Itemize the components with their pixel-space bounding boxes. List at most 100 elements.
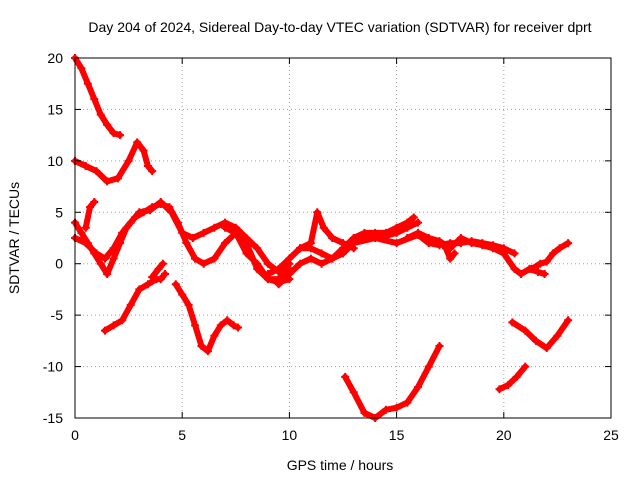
data-point <box>156 198 165 206</box>
data-point <box>210 254 219 263</box>
y-tick-label: -10 <box>43 359 63 375</box>
data-point <box>534 267 543 276</box>
data-point <box>313 208 322 217</box>
data-point <box>191 321 200 330</box>
data-point <box>171 280 180 289</box>
series-arc-14 <box>527 239 573 273</box>
data-point <box>154 264 163 273</box>
data-point <box>424 234 433 242</box>
data-point <box>508 318 517 327</box>
data-point <box>435 342 444 350</box>
data-point <box>285 254 294 263</box>
data-point <box>306 239 315 248</box>
data-point <box>135 285 144 294</box>
data-point <box>146 206 155 215</box>
data-point <box>135 208 144 217</box>
data-point <box>133 138 142 147</box>
data-point <box>403 234 412 242</box>
data-point <box>126 300 135 309</box>
y-tick-label: -5 <box>51 307 64 323</box>
series-arc-12 <box>349 230 519 258</box>
data-point <box>441 244 450 253</box>
data-point <box>216 321 225 330</box>
data-point <box>109 254 118 263</box>
data-point <box>143 280 152 289</box>
data-point <box>221 239 230 248</box>
x-tick-label: 25 <box>603 427 619 443</box>
data-point <box>341 372 350 381</box>
data-point <box>435 237 444 246</box>
series-arc-2 <box>71 138 157 186</box>
data-point <box>339 239 347 248</box>
data-point <box>223 316 232 325</box>
data-point <box>101 254 110 263</box>
data-point <box>253 259 262 268</box>
data-point <box>392 239 401 248</box>
data-point <box>285 270 294 278</box>
series-arc-7b <box>148 259 167 282</box>
x-tick-label: 0 <box>71 427 79 443</box>
data-point <box>109 321 118 330</box>
data-point <box>109 244 118 253</box>
data-point <box>414 228 423 237</box>
data-point <box>306 254 315 263</box>
data-point <box>274 280 283 289</box>
data-point <box>242 234 251 242</box>
data-point <box>199 259 208 268</box>
y-tick-label: 10 <box>47 153 63 169</box>
data-point <box>360 408 369 417</box>
data-point <box>296 259 305 268</box>
data-point <box>499 249 508 258</box>
data-point <box>233 323 242 332</box>
y-tick-label: 20 <box>47 50 63 66</box>
data-point <box>77 64 86 73</box>
data-series <box>71 54 573 422</box>
data-point <box>178 228 187 237</box>
data-point <box>221 223 230 232</box>
data-point <box>510 249 519 258</box>
data-point <box>414 383 423 392</box>
data-point <box>182 239 191 248</box>
series-arc-13b <box>441 244 459 263</box>
data-point <box>148 273 157 282</box>
data-point <box>542 257 551 266</box>
data-point <box>360 228 369 237</box>
data-point <box>118 316 127 325</box>
x-tick-label: 5 <box>178 427 186 443</box>
y-tick-label: 5 <box>55 204 63 220</box>
data-point <box>103 270 112 278</box>
data-point <box>197 342 206 350</box>
axis-ticks: 0 5 10 15 20 25 -15 -10 -5 0 5 10 15 20 <box>43 50 619 443</box>
data-point <box>126 218 135 227</box>
data-point <box>188 234 197 242</box>
series-line <box>342 343 443 421</box>
data-point <box>203 347 212 356</box>
data-point <box>143 162 152 170</box>
data-point <box>349 388 358 397</box>
data-point <box>113 174 122 183</box>
data-point <box>489 244 498 253</box>
series-arc-11 <box>296 208 358 253</box>
data-point <box>116 131 125 140</box>
data-point <box>92 249 101 258</box>
data-point <box>229 321 238 330</box>
data-point <box>564 239 573 248</box>
data-point <box>253 244 262 253</box>
data-point <box>527 264 536 273</box>
data-point <box>512 372 521 381</box>
data-point <box>81 223 90 232</box>
series-arc-1 <box>71 54 125 140</box>
data-point <box>109 129 118 138</box>
data-point <box>414 218 423 227</box>
series-arc-7 <box>101 270 170 335</box>
data-point <box>274 264 283 273</box>
data-point <box>521 362 530 371</box>
data-point <box>92 167 101 176</box>
data-point <box>139 146 148 155</box>
grid-lines <box>75 58 611 418</box>
y-tick-label: -15 <box>43 410 63 426</box>
data-point <box>381 228 390 237</box>
data-point <box>409 213 418 222</box>
data-point <box>83 79 92 88</box>
